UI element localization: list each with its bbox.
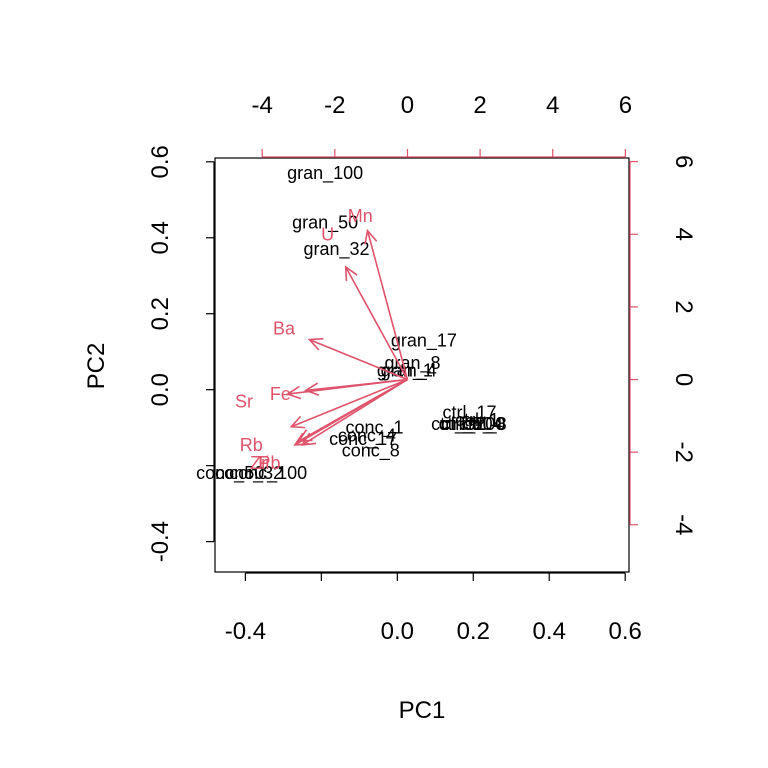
variable-label: Rb [240,435,263,455]
arrow-head [289,415,306,429]
point-label: conc_17 [329,429,397,450]
point-label: ctrl_8 [463,414,507,435]
y-tick-label: 0.4 [147,221,174,254]
top-tick-label: 6 [619,92,632,119]
y-tick-label: -0.4 [147,521,174,562]
right-tick-label: 2 [670,300,697,313]
point-label: gran_50 [292,213,358,234]
loading-arrow [287,378,408,395]
arrow-head [303,382,320,396]
variable-label: Ti [255,453,269,473]
loading-arrow [301,378,408,446]
axes-layer: -0.4 0.0 0.2 0.4 0.6 -0.4 0.0 0.2 0.4 0.6 -4 -2 0 2 4 6… [147,92,697,645]
point-label: gran_17 [391,330,457,351]
x-tick-label: 0.0 [381,618,414,645]
variable-label: Pb [258,453,280,473]
loading-arrow [309,338,408,381]
point-label: ctrl_100 [441,414,505,435]
point-label: gran_4 [381,361,437,382]
right-tick-label: -2 [670,441,697,462]
variable-label: Mn [348,206,373,226]
point-label: gran_32 [304,239,370,260]
point-label: ctrl_32 [431,414,485,435]
x-axis-title: PC1 [399,697,446,724]
plot-frame [214,157,630,573]
loading-arrow [290,378,408,428]
point-label: gran_100 [287,163,363,184]
y-axis-title: PC2 [83,343,110,390]
top-tick-label: 2 [473,92,486,119]
arrow-head [344,265,358,281]
y-tick-label: 0.0 [147,373,174,406]
point-label: ctrl_50 [439,414,493,435]
point-label: ctrl_1 [455,410,499,431]
points-layer: gran_100 gran_50 gran_32 gran_17gran_8gran_… [196,163,507,484]
loading-arrow [345,266,409,380]
point-label: conc_1 [345,418,403,439]
variable-label: U [321,224,334,244]
point-label: conc_8 [342,440,400,461]
point-label: conc_32 [215,463,283,484]
point-label: conc_4 [338,425,396,446]
right-tick-label: 6 [670,155,697,168]
point-label: ctrl_4 [459,414,503,435]
point-label: ctrl_17 [442,402,496,423]
x-tick-label: 0.2 [457,618,490,645]
right-tick-label: 4 [670,228,697,241]
arrow-head [307,337,324,351]
variable-label: Zr [250,453,267,473]
x-tick-label: 0.4 [533,618,566,645]
arrow-head [364,228,378,245]
variable-label: Sr [235,391,253,411]
x-tick-label: 0.6 [609,618,642,645]
top-tick-label: 0 [401,92,414,119]
top-tick-label: -2 [324,92,345,119]
arrow-head [300,432,317,446]
right-tick-label: -4 [670,514,697,535]
y-tick-label: 0.2 [147,297,174,330]
top-tick-label: -4 [252,92,273,119]
point-label: gran_8 [384,353,440,374]
point-label: conc_50 [196,463,264,484]
top-tick-label: 4 [546,92,559,119]
x-tick-label: -0.4 [225,618,266,645]
arrow-head [285,385,302,400]
point-label: conc_100 [229,463,307,484]
y-tick-label: 0.6 [147,145,174,178]
variable-label: Ba [273,319,296,339]
loading-arrow [366,230,409,380]
right-tick-label: 0 [670,373,697,386]
variable-label: Fe [270,384,291,404]
